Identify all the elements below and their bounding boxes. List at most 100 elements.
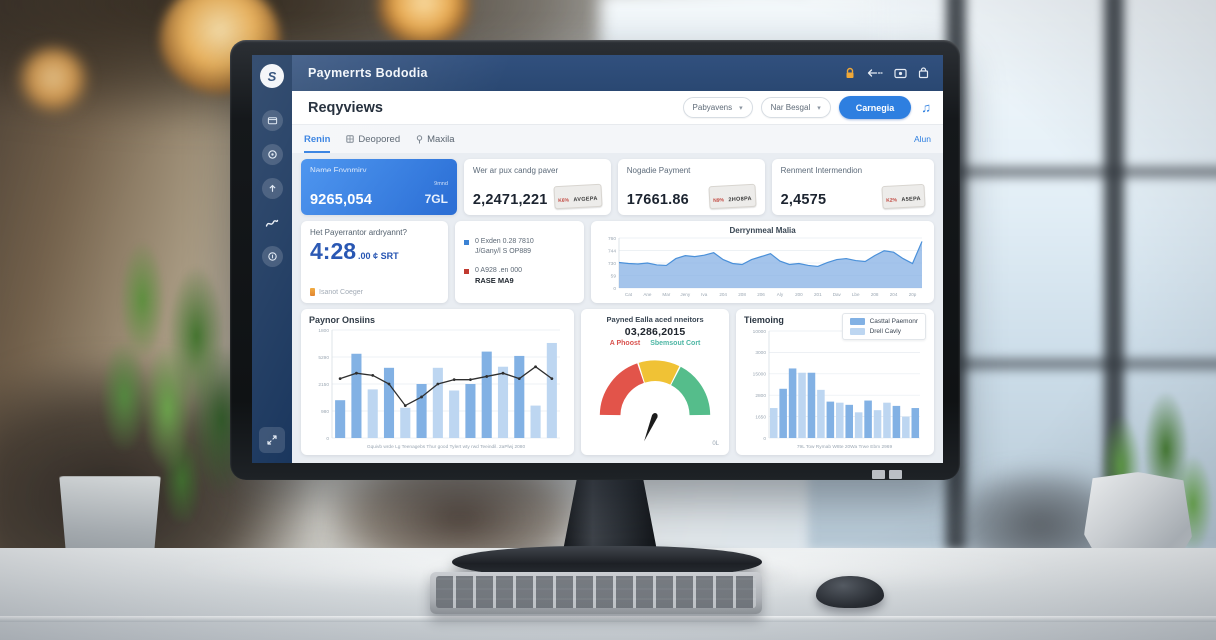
svg-text:59: 59 <box>611 273 617 279</box>
gauge-chart-card: Payned Ealla aced nneitors 03,286,2015 A… <box>581 309 730 455</box>
filter-dropdown-2[interactable]: Nar Besgal ▾ <box>760 97 831 118</box>
filter-dropdown-1[interactable]: Pabyavens ▾ <box>682 97 753 118</box>
screenshot-icon[interactable] <box>894 68 907 79</box>
svg-text:0: 0 <box>326 436 329 442</box>
svg-text:Gquivb wrde Lg Teenagebs Thur: Gquivb wrde Lg Teenagebs Thur good Tyler… <box>367 444 526 450</box>
gauge-value: 03,286,2015 <box>624 326 686 338</box>
kpi-badge-top: K6% <box>558 197 570 205</box>
svg-text:744: 744 <box>608 248 616 254</box>
info-icon[interactable] <box>261 246 283 267</box>
monitor-stand <box>562 476 658 556</box>
monitor-screen: S Paymerrts Bododia <box>252 55 943 463</box>
lock-icon[interactable] <box>844 67 856 80</box>
svg-text:2150: 2150 <box>318 382 329 388</box>
grid-icon <box>346 135 355 143</box>
svg-text:Jeny: Jeny <box>681 292 691 297</box>
kpi-value: 9265,054 <box>310 192 373 208</box>
sidebar: S <box>252 55 292 463</box>
chevron-down-icon: ▾ <box>817 104 821 112</box>
upload-icon[interactable] <box>261 178 283 199</box>
list-item-line: 0 Exden 0.28 7810 <box>474 238 534 246</box>
expand-icon[interactable] <box>259 427 285 453</box>
summary-list-card: 0 Exden 0.28 7810 J/Gany/l S OP889 0 A92… <box>454 221 585 303</box>
svg-text:200: 200 <box>795 292 803 297</box>
list-item: 0 A928 .en 000 RASE MA9 <box>463 266 575 287</box>
svg-text:Mar: Mar <box>663 292 671 297</box>
legend-item: Drell Cavly <box>849 328 918 335</box>
kpi-card[interactable]: Wer ar pux candg paver 2,2471,221 K6% AV… <box>463 159 611 215</box>
kpi-card[interactable]: Nogadie Payment 17661.86 N9% 2HO8PA <box>617 159 765 215</box>
kpi-badge-top: N9% <box>713 197 725 205</box>
filter-dropdown-1-value: Pabyavens <box>692 103 733 112</box>
kpi-value: 17661.86 <box>626 192 689 208</box>
chart-title: Tiemoing <box>744 315 784 325</box>
chart-title: Paynor Onsiins <box>309 315 376 325</box>
svg-text:Iva: Iva <box>701 292 708 297</box>
pin-icon <box>416 134 423 143</box>
time-unit: .00 ¢ SRT <box>358 251 399 261</box>
svg-text:206: 206 <box>757 292 765 297</box>
gauge-label-right: Sbemsout Cort <box>650 340 701 347</box>
mouse <box>816 576 884 608</box>
kpi-badge-bottom: AVGEPA <box>573 195 599 204</box>
bullet-icon <box>463 240 469 246</box>
kpi-label: Name Foynmiry <box>310 166 367 172</box>
kpi-sub-top: 9mnd <box>434 181 448 187</box>
legend-swatch <box>849 318 865 325</box>
tab-label: Maxila <box>427 133 455 145</box>
brand-logo[interactable]: S <box>260 64 284 88</box>
dashboard-content: Name Foynmiry 9265,054 9mnd 7GL Wer ar p… <box>292 153 943 463</box>
kpi-label: Renment Intermendion <box>780 166 863 175</box>
kpi-card[interactable]: Renment Intermendion 2,4575 K2% A5EPA <box>771 159 934 215</box>
tab-renin[interactable]: Renin <box>304 125 330 153</box>
music-icon[interactable]: ♫ <box>921 100 931 115</box>
bar-indicator-icon <box>310 288 315 296</box>
svg-text:1800: 1800 <box>318 328 329 334</box>
alerts-link[interactable]: Alun <box>913 134 931 144</box>
svg-text:204: 204 <box>890 292 898 297</box>
svg-text:Aly: Aly <box>777 292 784 297</box>
svg-text:0: 0 <box>614 286 617 292</box>
svg-text:2800: 2800 <box>755 393 766 399</box>
svg-text:208: 208 <box>738 292 746 297</box>
time-value: 4:28 <box>310 238 357 264</box>
main-panel: Paymerrts Bododia Reqyviews <box>292 55 943 463</box>
svg-text:3000: 3000 <box>755 350 766 356</box>
svg-text:Lbe: Lbe <box>852 292 860 297</box>
page-toolbar: Reqyviews Pabyavens ▾ Nar Besgal ▾ Carne… <box>292 91 943 125</box>
share-icon[interactable] <box>262 212 283 233</box>
wallet-icon[interactable] <box>261 110 283 131</box>
svg-text:730: 730 <box>608 261 616 267</box>
time-footnote: Isanot Coeger <box>319 288 363 296</box>
svg-text:10000: 10000 <box>753 329 767 335</box>
target-icon[interactable] <box>261 144 283 165</box>
tab-deopored[interactable]: Deopored <box>346 125 400 153</box>
svg-text:0: 0 <box>763 436 766 442</box>
pendant-lamp <box>18 48 88 114</box>
kpi-card-primary[interactable]: Name Foynmiry 9265,054 9mnd 7GL <box>301 159 457 215</box>
gauge-chart <box>589 347 721 451</box>
kpi-label: Nogadie Payment <box>626 166 691 175</box>
tabs-bar: Renin Deopored Maxila Alun <box>292 125 943 153</box>
barline-chart-card: Paynor Onsiins 1800 5290 2150 980 0 Gquivb wr… <box>301 309 575 455</box>
svg-text:Dav: Dav <box>833 292 842 297</box>
keyboard <box>430 572 762 614</box>
primary-action-button[interactable]: Carnegia <box>838 96 912 119</box>
time-card-title: Het Payerrantor ardryannt? <box>310 228 407 237</box>
chart-title: Payned Ealla aced nneitors <box>606 315 704 324</box>
kpi-label: Wer ar pux candg paver <box>472 166 559 175</box>
bag-icon[interactable] <box>918 67 929 79</box>
legend-swatch <box>849 328 865 335</box>
kpi-value: 2,2471,221 <box>472 192 548 208</box>
app-title: Paymerrts Bododia <box>308 66 428 80</box>
tab-maxila[interactable]: Maxila <box>416 125 455 153</box>
legend-label: Drell Cavly <box>869 328 901 335</box>
svg-text:204: 204 <box>720 292 728 297</box>
back-arrow-icon[interactable] <box>867 68 883 78</box>
svg-text:5290: 5290 <box>318 355 329 361</box>
kpi-badge: N9% 2HO8PA <box>708 183 757 210</box>
area-chart-card: Derrynmeal Malia 760 744 730 59 0 Cat Ane Mar Je… <box>591 221 934 303</box>
list-item-line: J/Gany/l S OP889 <box>474 248 531 256</box>
tab-label: Renin <box>304 133 331 145</box>
kpi-badge-bottom: 2HO8PA <box>728 195 752 204</box>
